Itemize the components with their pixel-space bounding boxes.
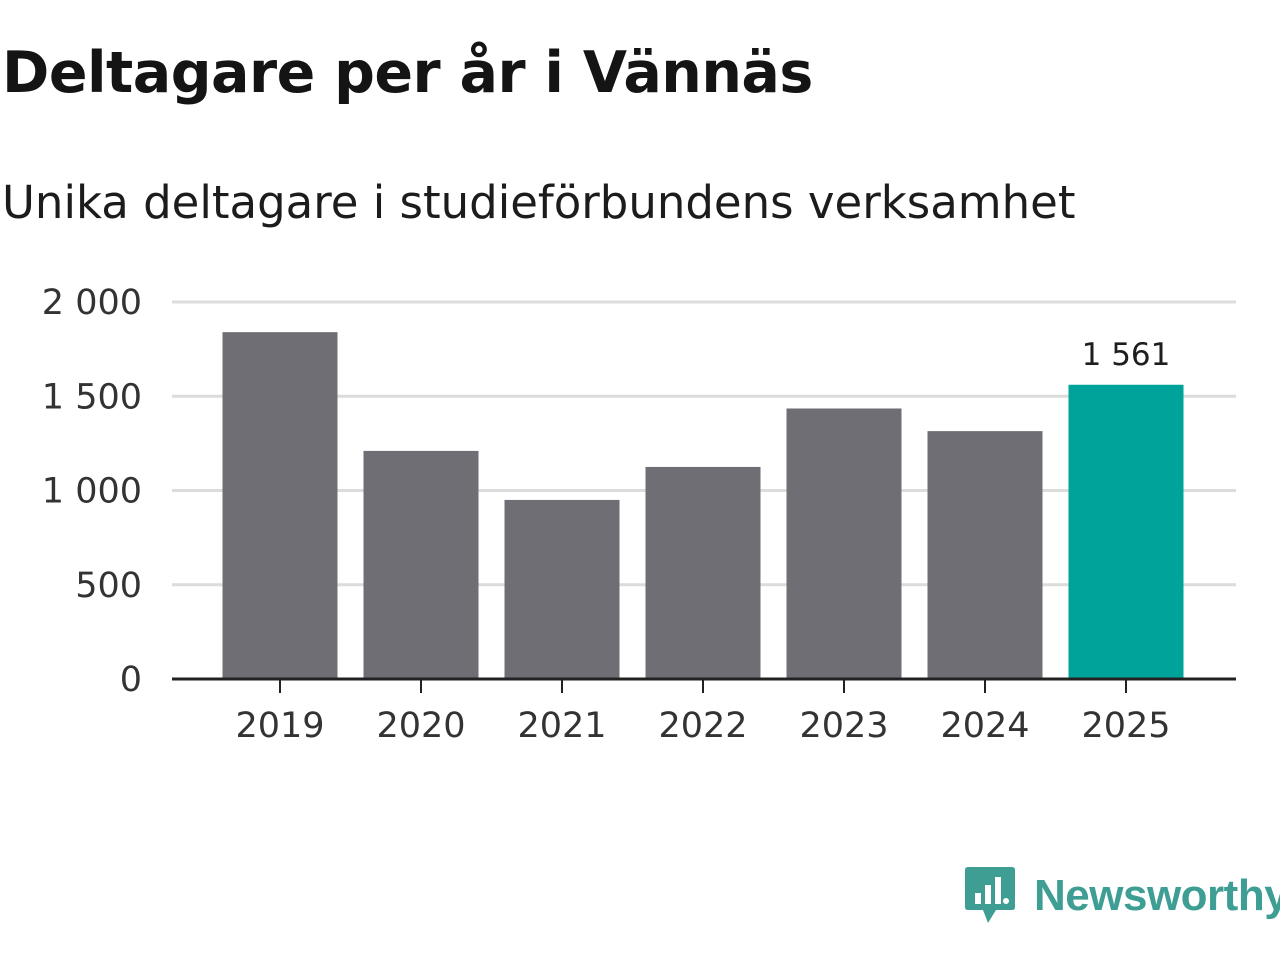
chart-title: Deltagare per år i Vännäs	[2, 40, 813, 106]
newsworthy-logo-icon	[965, 867, 1015, 923]
chart-subtitle: Unika deltagare i studieförbundens verks…	[2, 176, 1076, 229]
data-labels: 1 561	[1082, 337, 1171, 373]
x-tick-label: 2023	[799, 706, 888, 746]
y-tick-label: 2 000	[42, 283, 142, 323]
x-tick-label: 2024	[940, 706, 1029, 746]
bars	[222, 332, 1184, 679]
bar-value-label: 1 561	[1082, 337, 1171, 373]
y-axis-ticks: 0 500 1 000 1 500 2 000	[42, 283, 142, 700]
x-tick-label: 2019	[235, 706, 324, 746]
bar-2019	[222, 332, 338, 679]
bar-2024	[927, 431, 1043, 679]
y-tick-label: 1 500	[42, 377, 142, 417]
newsworthy-logo: Newsworthy	[964, 864, 1280, 928]
x-tick-label: 2022	[658, 706, 747, 746]
y-tick-label: 1 000	[42, 472, 142, 512]
x-tick-label: 2025	[1081, 706, 1170, 746]
bar-2025	[1068, 384, 1184, 679]
y-tick-label: 500	[75, 566, 142, 606]
brand-name: Newsworthy	[1034, 871, 1280, 920]
bar-2021	[504, 499, 620, 679]
x-axis-ticks: 2019 2020 2021 2022 2023 2024 2025	[235, 679, 1171, 746]
x-tick-label: 2021	[517, 706, 606, 746]
bar-2020	[363, 450, 479, 679]
y-tick-label: 0	[120, 660, 142, 700]
x-tick-label: 2020	[376, 706, 465, 746]
bar-2022	[645, 466, 761, 679]
bar-2023	[786, 408, 902, 679]
